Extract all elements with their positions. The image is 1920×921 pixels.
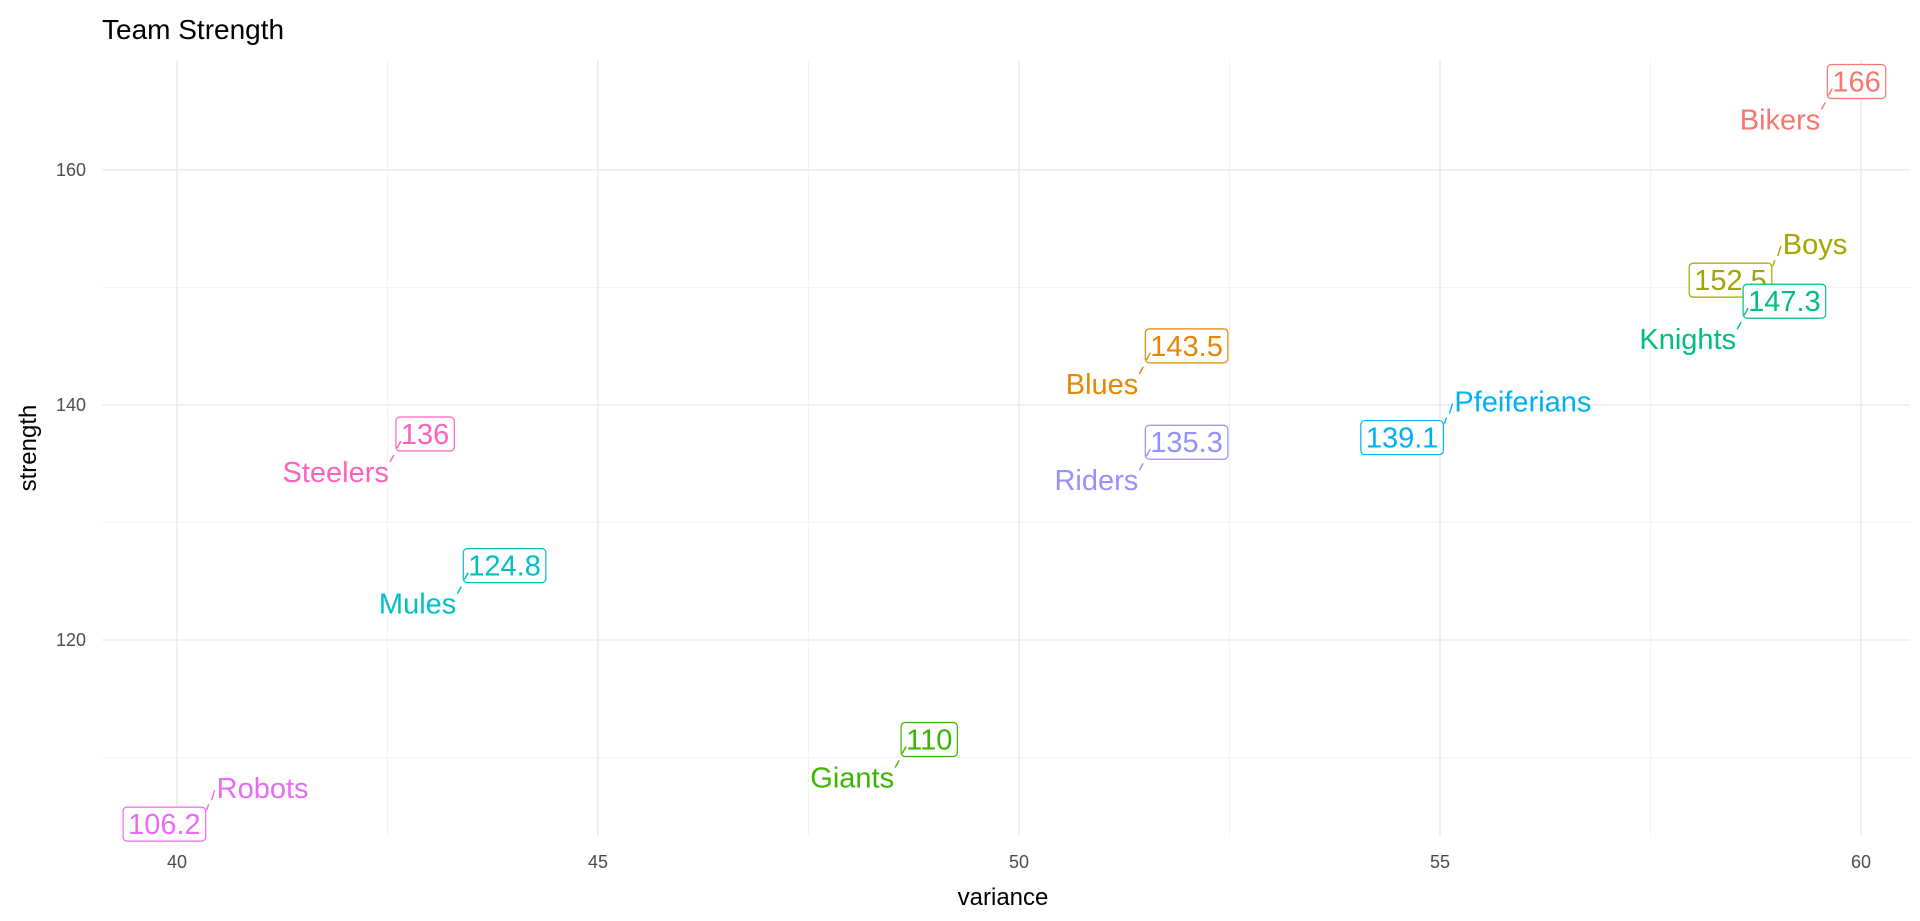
data-point-robots: 106.2 Robots	[122, 773, 309, 842]
tick-labels: 40 45 50 55 60 120 140 160	[56, 160, 1871, 872]
value-leader-line	[1145, 352, 1151, 361]
data-point-giants: 110 Giants	[810, 721, 958, 795]
value-label-box	[1144, 424, 1229, 460]
team-leader-line	[1448, 403, 1454, 414]
value-leader-line	[396, 440, 402, 449]
team-label: Mules	[379, 589, 456, 621]
y-tick-label: 140	[56, 395, 86, 415]
value-leader-line	[901, 746, 907, 754]
value-leader-line	[1443, 417, 1448, 424]
value-label: 139.1	[1366, 423, 1439, 455]
value-leader-line	[1772, 259, 1776, 267]
team-label: Robots	[217, 773, 309, 805]
team-leader-line	[456, 586, 462, 594]
value-label: 110	[906, 725, 952, 757]
value-label: 124.8	[468, 551, 541, 583]
y-axis-title: strength	[15, 405, 42, 492]
value-label-box	[1742, 283, 1827, 319]
value-label-box	[1826, 63, 1887, 100]
value-leader-line	[206, 803, 210, 811]
value-label-box	[900, 721, 958, 758]
team-leader-line	[1138, 366, 1144, 375]
team-leader-line	[389, 454, 395, 463]
value-label: 166	[1832, 67, 1880, 99]
team-label: Blues	[1066, 369, 1139, 401]
value-leader-line	[463, 572, 469, 580]
team-label: Riders	[1054, 465, 1138, 497]
data-point-knights: 147.3 Knights	[1639, 283, 1827, 356]
value-label-box	[1360, 419, 1445, 456]
value-leader-line	[1827, 88, 1833, 96]
team-label: Boys	[1783, 229, 1847, 261]
team-label: Pfeiferians	[1454, 387, 1591, 419]
value-leader-line	[1145, 448, 1151, 457]
team-label: Giants	[810, 763, 894, 795]
grid	[102, 60, 1910, 836]
data-layer: 166Bikers152.5Boys147.3Knights139.1Pfeif…	[122, 63, 1887, 842]
team-label: Bikers	[1740, 105, 1821, 137]
x-tick-label: 50	[1009, 852, 1029, 872]
x-axis-title: variance	[958, 884, 1049, 911]
x-tick-label: 45	[588, 852, 608, 872]
y-tick-label: 160	[56, 160, 86, 180]
value-leader-line	[1743, 307, 1749, 316]
value-label: 135.3	[1150, 427, 1223, 459]
x-tick-label: 40	[167, 852, 187, 872]
data-point-riders: 135.3 Riders	[1054, 424, 1229, 497]
value-label: 136	[401, 419, 449, 451]
team-leader-line	[1820, 102, 1826, 110]
x-tick-label: 60	[1851, 852, 1871, 872]
data-point-blues: 143.5 Blues	[1066, 328, 1229, 401]
value-label: 143.5	[1150, 331, 1223, 363]
value-label: 106.2	[128, 809, 201, 841]
team-leader-line	[1736, 321, 1742, 330]
team-leader-line	[1138, 462, 1144, 471]
team-leader-line	[211, 789, 216, 801]
x-tick-label: 55	[1430, 852, 1450, 872]
chart-title: Team Strength	[102, 14, 284, 45]
value-label-box	[1144, 328, 1229, 364]
team-label: Knights	[1639, 324, 1736, 356]
value-label-box	[395, 416, 455, 452]
data-point-mules: 124.8 Mules	[379, 547, 547, 621]
value-label-box	[122, 806, 207, 842]
value-label-box	[462, 547, 547, 584]
team-leader-line	[1777, 245, 1782, 257]
y-tick-label: 120	[56, 630, 86, 650]
data-point-steelers: 136 Steelers	[283, 416, 455, 489]
data-point-bikers: 166 Bikers	[1740, 63, 1887, 137]
value-label: 147.3	[1748, 286, 1821, 318]
data-point-pfeiferians: 139.1 Pfeiferians	[1360, 387, 1591, 456]
team-label: Steelers	[283, 457, 389, 489]
team-leader-line	[894, 760, 900, 768]
